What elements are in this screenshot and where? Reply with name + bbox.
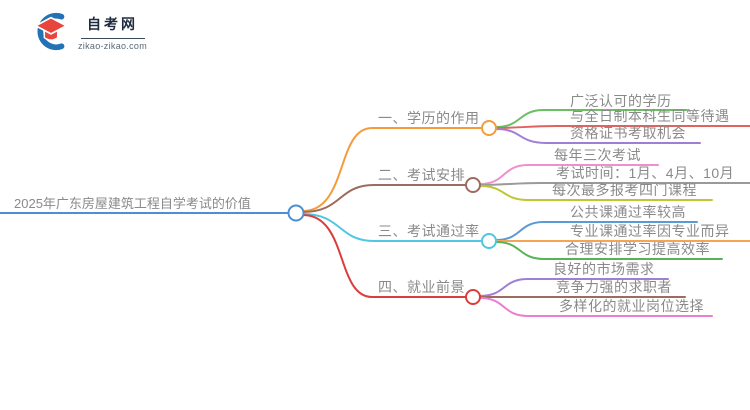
branch-2-label[interactable]: 二、考试安排 — [378, 167, 465, 183]
leaf-3-2-label[interactable]: 专业课通过率因专业而异 — [570, 223, 730, 239]
leaf-4-1-connector — [479, 278, 669, 297]
root-node-handle[interactable] — [287, 204, 305, 222]
logo-divider — [80, 37, 145, 39]
leaf-4-2-label[interactable]: 竞争力强的求职者 — [556, 279, 672, 295]
leaf-2-1-connector — [479, 164, 659, 185]
branch-4-node-handle[interactable] — [465, 289, 481, 305]
leaf-1-1-connector — [495, 109, 688, 128]
leaf-3-3-connector — [495, 241, 723, 260]
leaf-1-3-label[interactable]: 资格证书考取机会 — [570, 125, 686, 141]
leaf-1-3-connector — [495, 128, 701, 144]
branch-2-node-handle[interactable] — [465, 177, 481, 193]
leaf-4-1-label[interactable]: 良好的市场需求 — [553, 261, 655, 277]
branch-2-connector — [302, 184, 466, 213]
site-logo[interactable]: 自考网 zikao-zikao.com — [30, 10, 147, 52]
branch-3-node-handle[interactable] — [481, 233, 497, 249]
root-topic-label[interactable]: 2025年广东房屋建筑工程自学考试的价值 — [14, 196, 251, 211]
leaf-3-1-connector — [495, 221, 698, 241]
graduation-cap-icon — [34, 12, 68, 51]
branch-3-label[interactable]: 三、考试通过率 — [378, 223, 480, 239]
leaf-1-1-label[interactable]: 广泛认可的学历 — [570, 93, 672, 109]
leaf-2-3-label[interactable]: 每次最多报考四门课程 — [552, 182, 697, 198]
leaf-3-1-label[interactable]: 公共课通过率较高 — [570, 204, 686, 220]
logo-text-block: 自考网 zikao-zikao.com — [78, 12, 147, 51]
branch-4-label[interactable]: 四、就业前景 — [378, 279, 465, 295]
leaf-2-1-label[interactable]: 每年三次考试 — [554, 147, 641, 163]
branch-1-node-handle[interactable] — [481, 120, 497, 136]
site-name: 自考网 — [87, 15, 139, 32]
branch-4-connector — [302, 214, 466, 298]
branch-3-connector — [302, 213, 482, 242]
leaf-4-3-label[interactable]: 多样化的就业岗位选择 — [559, 298, 704, 314]
branch-1-label[interactable]: 一、学历的作用 — [378, 110, 480, 126]
leaf-1-2-connector — [495, 125, 750, 129]
site-url: zikao-zikao.com — [78, 40, 148, 51]
leaf-1-2-label[interactable]: 与全日制本科生同等待遇 — [570, 108, 730, 124]
leaf-3-3-label[interactable]: 合理安排学习提高效率 — [565, 241, 710, 257]
leaf-2-2-connector — [479, 182, 750, 186]
leaf-4-3-connector — [479, 297, 713, 317]
leaf-2-3-connector — [479, 185, 713, 201]
branch-1-connector — [302, 127, 482, 212]
leaf-2-2-label[interactable]: 考试时间：1月、4月、10月 — [556, 165, 735, 181]
